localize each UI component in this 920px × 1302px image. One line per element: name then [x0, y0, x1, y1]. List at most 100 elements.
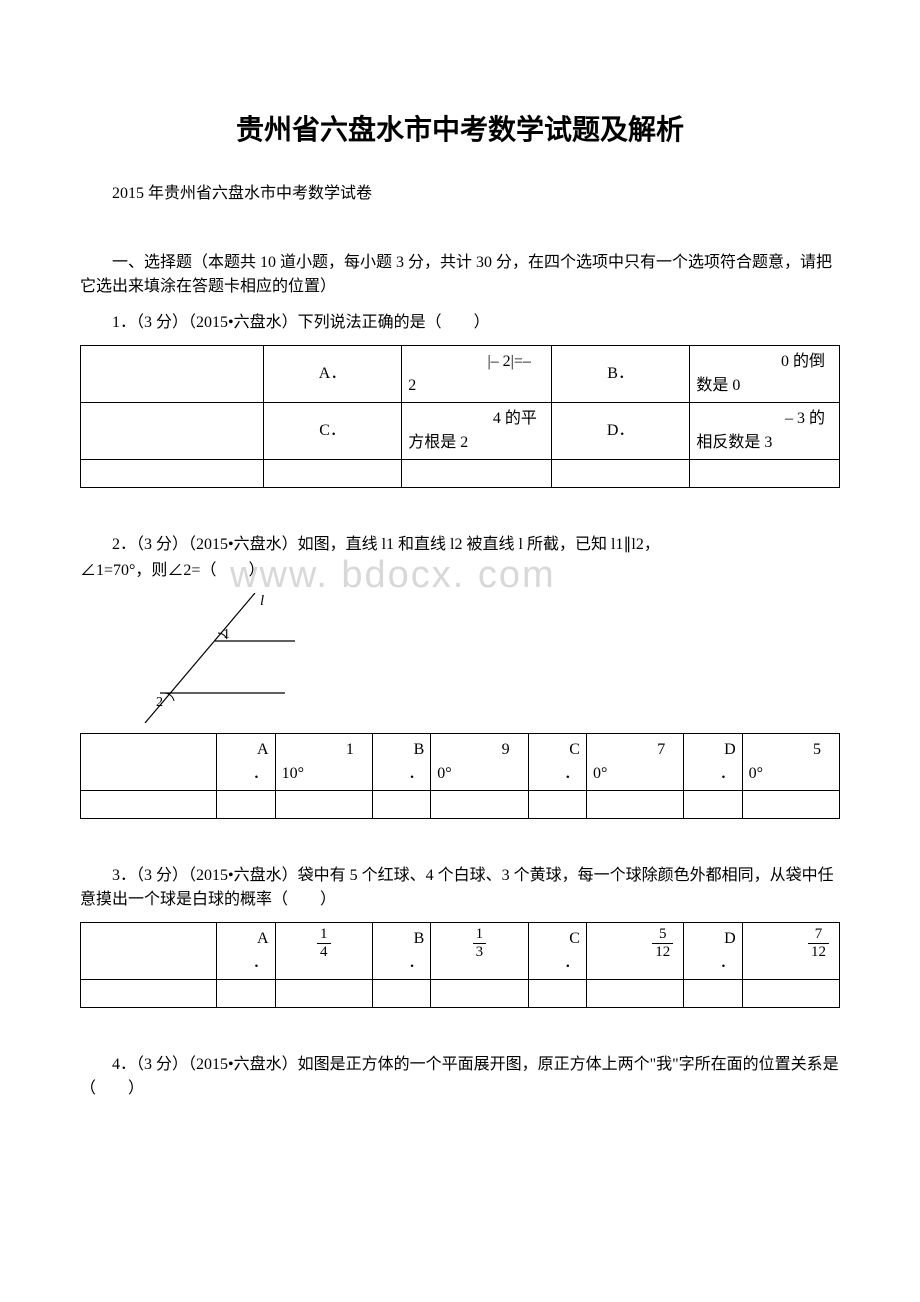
cell-empty [81, 980, 217, 1008]
text: 9 [437, 738, 521, 762]
cell-A-answer: 1 4 [275, 923, 372, 980]
cell-empty [742, 791, 839, 819]
cell-empty [684, 980, 742, 1008]
text: |– 2|=– [408, 350, 545, 374]
text: D [724, 741, 736, 758]
cell-A-answer: |– 2|=– 2 [402, 346, 552, 403]
numerator: 7 [808, 927, 829, 944]
label-angle2: 2 [156, 695, 163, 710]
text: 0° [749, 762, 833, 786]
cell-B-answer: 1 3 [431, 923, 528, 980]
cell-B-answer: 9 0° [431, 734, 528, 791]
text: 2 [408, 374, 545, 398]
cell-empty [551, 460, 689, 488]
cell-D-answer: 5 0° [742, 734, 839, 791]
page-content: 贵州省六盘水市中考数学试题及解析 2015 年贵州省六盘水市中考数学试卷 一、选… [0, 0, 920, 1171]
table-row: C． 4 的平 方根是 2 D． – 3 的 相反数是 3 [81, 403, 840, 460]
cell-empty [528, 980, 586, 1008]
text: B [414, 930, 425, 947]
text: A [257, 741, 269, 758]
cell-empty [275, 980, 372, 1008]
cell-empty [684, 791, 742, 819]
text: D [724, 930, 736, 947]
text: C [569, 930, 580, 947]
geometry-diagram-icon: l 1 2 [110, 593, 300, 723]
text: ． [720, 765, 736, 782]
cell-empty [586, 980, 683, 1008]
q3-options-table: A ． 1 4 B ． 1 3 C ． [80, 922, 840, 1008]
cell-A-label: A． [263, 346, 401, 403]
cell-empty [81, 791, 217, 819]
section-header: 一、选择题（本题共 10 道小题，每小题 3 分，共计 30 分，在四个选项中只… [80, 251, 840, 299]
text: ． [253, 954, 269, 971]
text: C [569, 741, 580, 758]
table-row [81, 791, 840, 819]
q4-stem: 4．（3 分）（2015•六盘水）如图是正方体的一个平面展开图，原正方体上两个"… [80, 1053, 840, 1101]
table-row: A ． 1 4 B ． 1 3 C ． [81, 923, 840, 980]
q1-options-table: A． |– 2|=– 2 B． 0 的倒 数是 0 C． 4 的平 方根是 2 … [80, 345, 840, 488]
text: 10° [282, 762, 366, 786]
text: 0 的倒 [696, 350, 833, 374]
cell-empty [431, 791, 528, 819]
cell-D-label: D ． [684, 923, 742, 980]
cell-empty [431, 980, 528, 1008]
cell-empty [372, 791, 430, 819]
text: 1 [282, 738, 366, 762]
cell-empty [217, 791, 275, 819]
cell-empty [402, 460, 552, 488]
cell-B-label: B ． [372, 923, 430, 980]
text: ． [253, 765, 269, 782]
table-row [81, 460, 840, 488]
cell-C-answer: 5 12 [586, 923, 683, 980]
text: B [414, 741, 425, 758]
denominator: 4 [317, 944, 331, 960]
cell-empty [263, 460, 401, 488]
cell-empty [372, 980, 430, 1008]
cell-A-label: A ． [217, 923, 275, 980]
cell-C-label: C ． [528, 923, 586, 980]
text: ． [408, 765, 424, 782]
q1-stem: 1．（3 分）（2015•六盘水）下列说法正确的是（ ） [80, 311, 840, 335]
cell-A-label: A ． [217, 734, 275, 791]
text: ． [720, 954, 736, 971]
document-title: 贵州省六盘水市中考数学试题及解析 [80, 110, 840, 152]
cell-D-answer: – 3 的 相反数是 3 [690, 403, 840, 460]
numerator: 1 [317, 927, 331, 944]
text: – 3 的 [696, 407, 833, 431]
cell-empty [586, 791, 683, 819]
cell-empty [690, 460, 840, 488]
text: ． [564, 954, 580, 971]
numerator: 5 [652, 927, 673, 944]
cell-D-answer: 7 12 [742, 923, 839, 980]
text: ． [564, 765, 580, 782]
cell-A-answer: 1 10° [275, 734, 372, 791]
document-subtitle: 2015 年贵州省六盘水市中考数学试卷 [80, 182, 840, 206]
cell-D-label: D ． [684, 734, 742, 791]
text: 数是 0 [696, 374, 833, 398]
cell-C-label: C． [263, 403, 401, 460]
text: 4 的平 [408, 407, 545, 431]
text: 0° [593, 762, 677, 786]
cell-empty [81, 403, 264, 460]
cell-C-label: C ． [528, 734, 586, 791]
cell-empty [742, 980, 839, 1008]
cell-B-label: B ． [372, 734, 430, 791]
text: 0° [437, 762, 521, 786]
fraction: 1 4 [317, 927, 331, 960]
table-row: A． |– 2|=– 2 B． 0 的倒 数是 0 [81, 346, 840, 403]
fraction: 5 12 [652, 927, 673, 960]
cell-empty [81, 734, 217, 791]
text: A [257, 930, 269, 947]
cell-B-answer: 0 的倒 数是 0 [690, 346, 840, 403]
numerator: 1 [473, 927, 487, 944]
label-l: l [260, 593, 264, 609]
q3-stem: 3．（3 分）（2015•六盘水）袋中有 5 个红球、4 个白球、3 个黄球，每… [80, 864, 840, 912]
cell-empty [528, 791, 586, 819]
q2-options-table: A ． 1 10° B ． 9 0° C ． 7 0° [80, 733, 840, 819]
q2-figure: l 1 2 [110, 593, 840, 723]
cell-empty [81, 923, 217, 980]
text: 方根是 2 [408, 431, 545, 455]
cell-empty [81, 346, 264, 403]
fraction: 1 3 [473, 927, 487, 960]
cell-D-label: D． [551, 403, 689, 460]
